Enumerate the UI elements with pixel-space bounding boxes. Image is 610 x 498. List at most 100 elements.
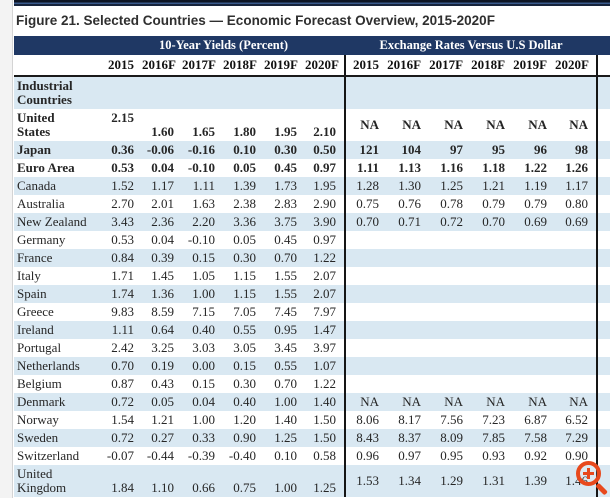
yield-value: 7.15: [192, 304, 215, 319]
fx-value: 1.34: [387, 465, 430, 497]
table-edge-sliver: [596, 231, 610, 249]
yield-value: 1.15: [233, 268, 256, 283]
fx-value: [429, 267, 471, 285]
fx-value: [471, 249, 514, 267]
yield-value: 0.43: [151, 376, 174, 391]
table-row-new-zealand: New Zealand 3.43 2.36 2.20 3.36 3.75 3.90 0.70 0…: [14, 213, 610, 231]
fx-value: [471, 357, 514, 375]
yield-value: 3.75: [264, 213, 305, 231]
table-row-industrial-countries: Industrial Countries: [14, 76, 610, 109]
fx-value: 97: [429, 141, 472, 159]
fx-value: 7.29: [555, 429, 598, 447]
group-header-edge: [597, 36, 610, 55]
fx-value: 1.53: [344, 465, 388, 497]
fx-value: 1.22: [524, 160, 548, 175]
fx-value: [387, 231, 429, 249]
table-edge-sliver: [596, 141, 610, 159]
fx-value: 0.93: [482, 448, 506, 463]
yield-value: -0.16: [182, 141, 223, 159]
country-label: Denmark: [14, 393, 102, 411]
fx-value: [429, 76, 472, 109]
year-header-yields: 2018F: [223, 55, 264, 77]
zoom-in-cursor-icon[interactable]: [576, 461, 610, 496]
yield-value: 0.05: [233, 160, 256, 175]
yield-value: 0.53: [111, 160, 134, 175]
year-header-spacer: [14, 55, 102, 77]
left-gutter: [0, 0, 13, 498]
year-header-fx: 2016F: [387, 55, 430, 77]
country-label: Euro Area: [17, 160, 75, 175]
yield-value: 0.72: [102, 429, 142, 447]
fx-value: [344, 339, 388, 357]
year-header-fx: 2020F: [555, 55, 598, 77]
fx-value: [555, 267, 597, 285]
table-edge-sliver: [596, 285, 610, 303]
table-edge-sliver: [596, 267, 610, 285]
fx-value: [387, 285, 430, 303]
yield-value: 1.00: [264, 393, 305, 411]
fx-value: 1.11: [344, 159, 388, 177]
fx-value: [344, 285, 388, 303]
fx-value: [513, 267, 555, 285]
yield-value: [305, 76, 346, 109]
yield-value: 0.40: [223, 393, 264, 411]
yield-value: -0.10: [187, 160, 215, 175]
year-header-row: 2015 2016F 2017F 2018F 2019F 2020F 2015 2016F 20…: [14, 55, 610, 77]
yield-value: 1.21: [151, 412, 174, 427]
fx-value: 8.37: [387, 429, 430, 447]
table-edge-sliver: [596, 303, 610, 321]
fx-value: [387, 76, 430, 109]
table-edge-sliver: [596, 429, 610, 447]
yield-value: 7.45: [274, 304, 297, 319]
table-edge-sliver: [596, 447, 610, 465]
yield-value: 0.84: [102, 249, 142, 267]
fx-value: 0.70: [344, 213, 388, 231]
yield-value: 0.36: [102, 141, 142, 159]
country-label: Spain: [14, 285, 102, 303]
fx-value: 0.80: [565, 196, 589, 211]
fx-value: 0.70: [471, 213, 514, 231]
fx-value: 0.78: [440, 196, 464, 211]
country-label: Sweden: [14, 429, 102, 447]
table-row-italy: Italy 1.71 1.45 1.05 1.15 1.55 2.07: [14, 267, 610, 285]
fx-value: 0.79: [482, 196, 506, 211]
fx-value: [513, 303, 555, 321]
yield-value: 0.33: [182, 429, 223, 447]
table-edge-sliver: [596, 177, 610, 195]
table-row-greece: Greece 9.83 8.59 7.15 7.05 7.45 7.97: [14, 303, 610, 321]
fx-value: 0.97: [398, 448, 422, 463]
fx-value: 0.96: [344, 447, 388, 465]
year-header-yields: 2019F: [264, 55, 305, 77]
yield-value: 0.70: [102, 357, 142, 375]
table-row-australia: Australia 2.70 2.01 1.63 2.38 2.83 2.90 0.75 0.7…: [14, 195, 610, 213]
fx-value: [471, 303, 513, 321]
country-label: Germany: [17, 232, 66, 247]
yield-value: 0.30: [223, 249, 264, 267]
yield-value: 2.10: [313, 124, 337, 139]
yield-value: 1.55: [264, 285, 305, 303]
fx-value: NA: [528, 117, 548, 132]
fx-value: NA: [429, 393, 472, 411]
yield-value: 0.15: [223, 357, 264, 375]
yield-value: 1.20: [233, 412, 256, 427]
year-header-fx: 2015: [344, 55, 388, 77]
fx-value: [387, 357, 430, 375]
country-label: Canada: [14, 177, 102, 195]
fx-value: [471, 231, 513, 249]
table-row-norway: Norway 1.54 1.21 1.00 1.20 1.40 1.50 8.06 8.17 7.…: [14, 411, 610, 429]
top-border-bar: [14, 0, 610, 6]
yield-value: 2.83: [274, 196, 297, 211]
yield-value: 1.00: [182, 285, 223, 303]
country-label: Belgium: [17, 376, 62, 391]
yield-value: 3.25: [151, 340, 174, 355]
year-header-yields: 2016F: [142, 55, 182, 77]
fx-value: 0.71: [387, 213, 430, 231]
fx-value: [429, 339, 471, 357]
fx-value: 7.56: [440, 412, 464, 427]
yield-value: 1.07: [305, 357, 346, 375]
table-edge-sliver: [596, 393, 610, 411]
group-header-yields: 10-Year Yields (Percent): [102, 36, 346, 55]
yield-value: 8.59: [151, 304, 174, 319]
table-edge-sliver: [596, 76, 610, 109]
